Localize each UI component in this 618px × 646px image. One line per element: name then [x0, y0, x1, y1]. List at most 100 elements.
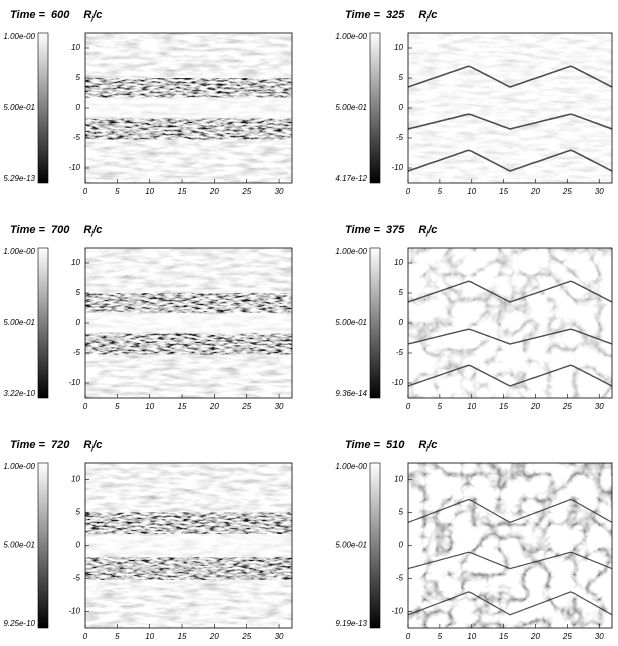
y-tick-label: 10: [394, 43, 403, 52]
x-tick-label: 15: [499, 187, 508, 196]
colorbar-top-label: 1.00e-00: [335, 32, 367, 41]
x-tick-label: 5: [438, 187, 443, 196]
panel: Time = 600 Rj/c 1.00e-00 5.00e-01 5.29e-13 0 5 1…: [3, 9, 293, 196]
shock-front: [408, 364, 612, 387]
y-tick-label: -5: [396, 574, 404, 583]
y-tick-label: -10: [68, 378, 80, 387]
colorbar-mid-label: 5.00e-01: [3, 318, 35, 327]
colorbar-mid-label: 5.00e-01: [335, 318, 367, 327]
y-tick-label: 10: [71, 258, 80, 267]
y-tick-label: 10: [394, 258, 403, 267]
panel: Time = 510 Rj/c 1.00e-00 5.00e-01 9.19e-13 0 5 1…: [335, 439, 613, 641]
x-tick-label: 30: [595, 402, 604, 411]
shock-front: [408, 498, 612, 524]
time-unit-sub: j: [425, 445, 429, 452]
shear-band: [85, 118, 292, 140]
y-tick-label: 0: [76, 541, 81, 550]
time-unit-tail: /c: [92, 439, 102, 451]
colorbar: [369, 32, 381, 184]
time-unit-tail: /c: [427, 224, 437, 236]
y-tick-label: 10: [394, 475, 403, 484]
x-tick-label: 20: [209, 187, 219, 196]
time-unit-sub: j: [90, 230, 94, 237]
y-tick-label: 5: [399, 508, 404, 517]
time-unit-sub: j: [425, 15, 429, 22]
time-label: Time =: [345, 224, 381, 236]
x-tick-label: 0: [83, 187, 88, 196]
x-tick-label: 25: [241, 402, 251, 411]
colorbar-top-label: 1.00e-00: [335, 247, 367, 256]
colorbar-top-label: 1.00e-00: [335, 462, 367, 471]
colorbar: [369, 247, 381, 399]
y-tick-label: 0: [399, 541, 404, 550]
colorbar: [369, 462, 381, 629]
x-tick-label: 15: [178, 632, 187, 641]
x-tick-label: 10: [145, 187, 154, 196]
x-tick-label: 10: [467, 187, 476, 196]
shear-band: [85, 512, 292, 534]
time-value: 720: [51, 439, 70, 451]
shock-front: [408, 280, 612, 303]
time-unit: R: [418, 224, 426, 236]
time-unit: R: [83, 9, 91, 21]
panel-title: Time = 375 Rj/c: [345, 224, 437, 237]
x-tick-label: 10: [145, 402, 154, 411]
image-noise: [408, 248, 612, 398]
time-unit-tail: /c: [427, 439, 437, 451]
x-tick-label: 20: [530, 402, 540, 411]
simulation-image: [408, 33, 612, 183]
shock-front: [408, 65, 612, 88]
x-tick-label: 15: [499, 402, 508, 411]
x-tick-label: 15: [178, 187, 187, 196]
panel-title: Time = 325 Rj/c: [345, 9, 437, 22]
time-label: Time =: [345, 9, 381, 21]
time-value: 375: [386, 224, 405, 236]
x-tick-label: 5: [115, 632, 120, 641]
shear-band: [85, 333, 292, 355]
jet-core: [85, 535, 292, 556]
time-unit-tail: /c: [92, 9, 102, 21]
time-unit: R: [83, 224, 91, 236]
x-tick-label: 25: [562, 632, 572, 641]
x-tick-label: 0: [83, 632, 88, 641]
y-tick-label: 10: [71, 43, 80, 52]
simulation-image: [408, 248, 612, 398]
colorbar-mid-label: 5.00e-01: [335, 103, 367, 112]
x-tick-label: 5: [115, 402, 120, 411]
x-tick-label: 20: [209, 402, 219, 411]
x-tick-label: 5: [438, 402, 443, 411]
x-tick-label: 30: [275, 402, 284, 411]
shock-front: [408, 113, 612, 130]
colorbar-bottom-label: 4.17e-12: [335, 174, 367, 183]
x-tick-label: 15: [178, 402, 187, 411]
time-unit-tail: /c: [92, 224, 102, 236]
y-tick-label: 0: [76, 103, 81, 112]
x-tick-label: 10: [467, 402, 476, 411]
colorbar: [37, 32, 49, 184]
x-tick-label: 5: [438, 632, 443, 641]
colorbar-bottom-label: 3.22e-10: [3, 389, 35, 398]
x-tick-label: 10: [467, 632, 476, 641]
x-tick-label: 25: [562, 187, 572, 196]
time-unit-tail: /c: [427, 9, 437, 21]
colorbar: [37, 462, 49, 629]
colorbar-mid-label: 5.00e-01: [335, 541, 367, 550]
colorbar-top-label: 1.00e-00: [3, 247, 35, 256]
x-tick-label: 0: [406, 632, 411, 641]
panel: Time = 375 Rj/c 1.00e-00 5.00e-01 9.36e-14 0 5 1…: [335, 224, 613, 411]
image-noise: [408, 33, 612, 183]
y-tick-label: -5: [73, 348, 81, 357]
image-noise: [408, 463, 612, 628]
colorbar-bottom-label: 9.19e-13: [335, 619, 367, 628]
time-label: Time =: [10, 224, 46, 236]
x-tick-label: 25: [562, 402, 572, 411]
jet-core: [85, 99, 292, 117]
time-unit-sub: j: [90, 445, 94, 452]
y-tick-label: 0: [399, 103, 404, 112]
panel-title: Time = 700 Rj/c: [10, 224, 102, 237]
panel-title: Time = 510 Rj/c: [345, 439, 437, 452]
colorbar-mid-label: 5.00e-01: [3, 103, 35, 112]
shear-band: [85, 557, 292, 580]
x-tick-label: 30: [595, 187, 604, 196]
